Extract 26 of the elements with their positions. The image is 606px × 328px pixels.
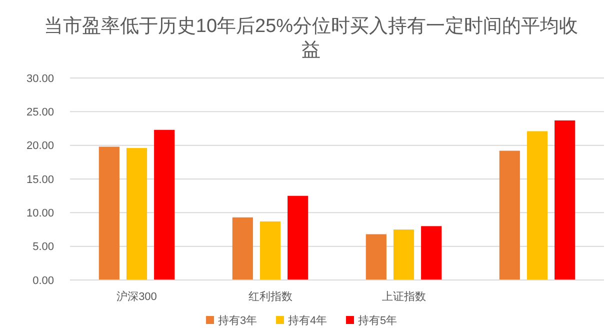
bar [98,146,120,280]
legend-label: 持有3年 [218,315,258,327]
bar [366,234,386,280]
y-tick-label: 5.00 [32,241,54,254]
bar [421,226,442,280]
bar [499,150,520,280]
x-tick-label: 红利指数 [248,290,292,303]
bar [260,221,281,280]
x-tick-label: 上证指数 [382,290,426,303]
x-tick-label: 沪深300 [116,290,157,303]
y-tick-label: 30.00 [26,72,54,85]
bar [154,130,175,280]
bar [554,120,576,280]
y-tick-label: 20.00 [26,140,54,152]
chart-title: 当市盈率低于历史10年后25%分位时买入持有一定时间的平均收益 [44,15,578,61]
y-tick-label: 25.00 [26,106,54,119]
legend-label: 持有5年 [358,315,398,327]
bar [393,230,414,280]
bar [232,217,253,280]
bar [526,131,548,280]
y-tick-label: 0.00 [32,274,54,287]
bar [126,148,148,280]
bar [288,196,308,280]
y-tick-label: 15.00 [26,174,54,186]
y-tick-label: 10.00 [26,208,54,220]
legend-label: 持有4年 [288,315,328,327]
